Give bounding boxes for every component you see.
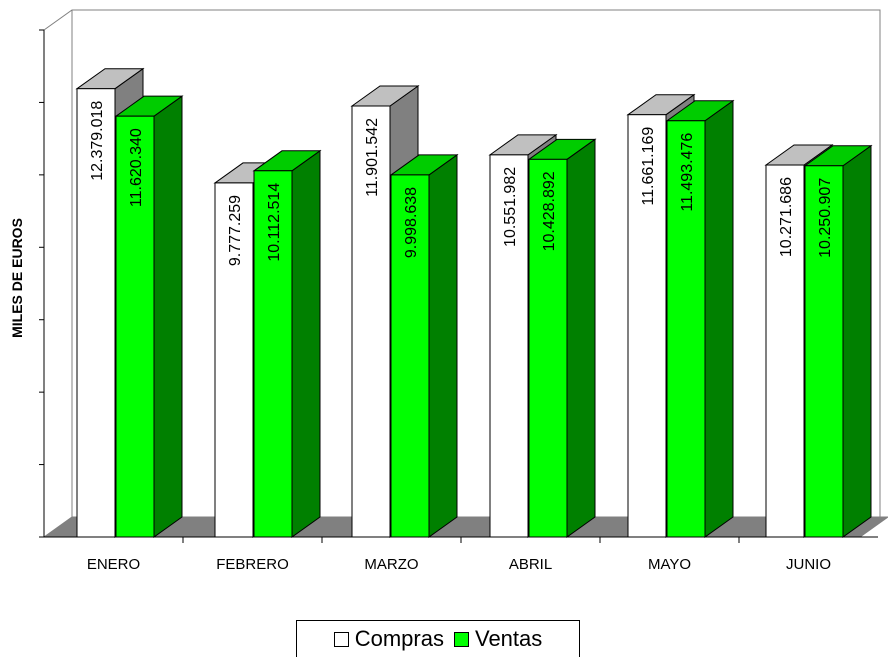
- data-label-ventas-mayo: 11.493.476: [679, 133, 696, 212]
- bar-front: [115, 115, 155, 538]
- legend: Compras Ventas: [296, 620, 580, 657]
- bar-side: [291, 149, 321, 538]
- data-label-compras-enero: 12.379.018: [89, 101, 106, 181]
- x-axis-labels: ENERO FEBRERO MARZO ABRIL MAYO JUNIO: [87, 556, 831, 573]
- bar-side: [704, 99, 734, 538]
- data-label-ventas-marzo: 9.998.638: [403, 187, 420, 258]
- bar-front: [351, 105, 391, 538]
- data-label-compras-febrero: 9.777.259: [227, 195, 244, 266]
- bar-side: [153, 95, 183, 538]
- data-label-ventas-febrero: 10.112.514: [266, 183, 283, 262]
- x-tick-label-abril: ABRIL: [509, 556, 552, 573]
- data-label-compras-marzo: 11.901.542: [364, 118, 381, 197]
- bar-front: [489, 154, 529, 538]
- data-label-compras-junio: 10.271.686: [778, 177, 795, 257]
- bar-front: [76, 88, 116, 538]
- legend-label-compras: Compras: [354, 626, 444, 651]
- bar-ventas-febrero: [252, 149, 322, 538]
- bar-side: [428, 153, 458, 538]
- legend-swatch-compras: [333, 631, 349, 647]
- data-label-compras-mayo: 11.661.169: [640, 127, 657, 206]
- legend-label-ventas: Ventas: [474, 626, 543, 651]
- x-tick-label-marzo: MARZO: [364, 556, 418, 573]
- bar-ventas-abril: [527, 138, 597, 538]
- x-tick-label-junio: JUNIO: [786, 556, 831, 573]
- data-label-ventas-junio: 10.250.907: [817, 178, 834, 258]
- y-axis-title: MILES DE EUROS: [9, 218, 25, 338]
- x-tick-label-enero: ENERO: [87, 556, 140, 573]
- bar-front: [253, 170, 293, 538]
- legend-swatch-ventas: [453, 631, 469, 647]
- bar-front: [214, 182, 254, 538]
- data-label-ventas-abril: 10.428.892: [541, 171, 558, 251]
- legend-item-compras: Compras: [333, 626, 444, 652]
- x-tick-label-febrero: FEBRERO: [216, 556, 289, 573]
- x-tick-label-mayo: MAYO: [648, 556, 691, 573]
- bar-ventas-marzo: [389, 153, 459, 538]
- bars: 12.379.018 11.620.340 9.777.259 10.112.514 1…: [75, 67, 873, 538]
- bar-front: [390, 174, 430, 538]
- legend-item-ventas: Ventas: [453, 626, 543, 652]
- bar-side: [842, 144, 872, 538]
- bar-ventas-mayo: [665, 99, 735, 538]
- bar-front: [804, 165, 844, 538]
- bar-front: [528, 158, 568, 538]
- bar-front: [765, 164, 805, 538]
- bar-side: [566, 138, 596, 538]
- data-label-compras-abril: 10.551.982: [502, 167, 519, 247]
- bar-ventas-junio: [803, 144, 873, 538]
- data-label-ventas-enero: 11.620.340: [128, 128, 145, 207]
- bar-ventas-enero: [114, 95, 184, 538]
- bar-front: [627, 114, 667, 538]
- bar-front: [666, 120, 706, 538]
